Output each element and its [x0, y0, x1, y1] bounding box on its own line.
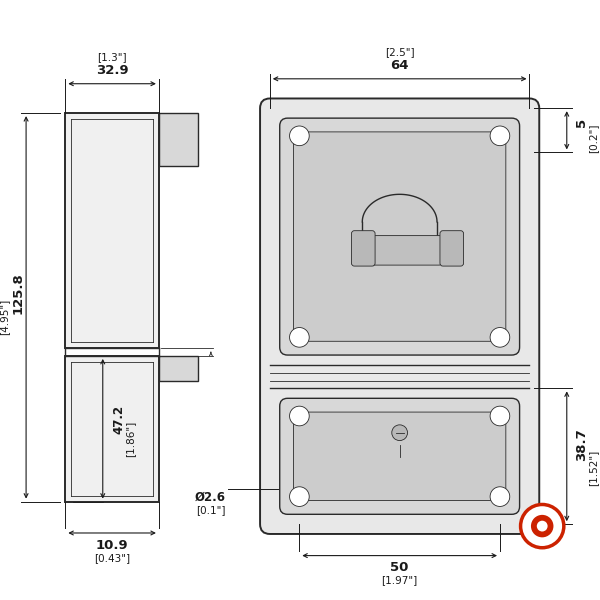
- Circle shape: [531, 515, 553, 538]
- Bar: [65, 113, 159, 348]
- Text: 32.9: 32.9: [96, 64, 128, 77]
- Bar: [65, 356, 159, 502]
- FancyBboxPatch shape: [352, 230, 375, 266]
- FancyBboxPatch shape: [293, 132, 506, 341]
- Circle shape: [537, 521, 548, 532]
- Circle shape: [290, 126, 309, 146]
- Circle shape: [490, 328, 510, 347]
- Circle shape: [490, 487, 510, 506]
- Text: [1.3"]: [1.3"]: [97, 52, 127, 62]
- FancyBboxPatch shape: [280, 118, 520, 355]
- Text: [2.5"]: [2.5"]: [385, 47, 415, 57]
- Text: 50: 50: [391, 562, 409, 574]
- Text: 125.8: 125.8: [12, 272, 25, 314]
- Text: 47.2: 47.2: [113, 404, 125, 434]
- Circle shape: [490, 126, 510, 146]
- Text: [4.95"]: [4.95"]: [0, 299, 10, 335]
- Text: [1.97"]: [1.97"]: [382, 575, 418, 585]
- Circle shape: [521, 505, 564, 548]
- Text: 38.7: 38.7: [575, 428, 587, 461]
- FancyBboxPatch shape: [356, 236, 443, 265]
- Text: 5: 5: [575, 118, 587, 127]
- Circle shape: [490, 406, 510, 426]
- Text: [0.43"]: [0.43"]: [94, 553, 130, 563]
- Text: 64: 64: [391, 59, 409, 72]
- Text: 10.9: 10.9: [96, 539, 128, 552]
- Circle shape: [290, 487, 309, 506]
- FancyBboxPatch shape: [440, 230, 464, 266]
- Text: [0.2"]: [0.2"]: [589, 124, 598, 153]
- FancyBboxPatch shape: [260, 98, 539, 534]
- Circle shape: [290, 406, 309, 426]
- Circle shape: [290, 328, 309, 347]
- Text: [0.1"]: [0.1"]: [196, 505, 226, 515]
- Circle shape: [392, 425, 407, 440]
- Bar: [159, 356, 198, 380]
- Text: [1.86"]: [1.86"]: [125, 421, 136, 457]
- Text: Ø2.6: Ø2.6: [194, 491, 226, 504]
- FancyBboxPatch shape: [280, 398, 520, 514]
- Bar: [159, 113, 198, 166]
- Text: [1.52"]: [1.52"]: [589, 450, 598, 486]
- FancyBboxPatch shape: [293, 412, 506, 500]
